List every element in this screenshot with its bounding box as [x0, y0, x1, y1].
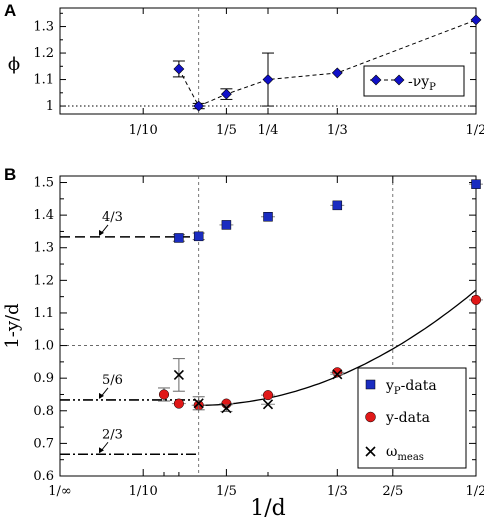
data-point-diamond: [262, 74, 274, 85]
y-tick-label: 0.6: [33, 469, 54, 484]
data-point-square: [221, 220, 232, 230]
y-tick-label: 1.2: [33, 273, 54, 288]
limit-label: 5/6: [102, 373, 123, 388]
legend-entry-omega-sub: meas: [397, 452, 424, 463]
panel-b-ylabel: 1-y/d: [2, 303, 23, 348]
panel-a-letter: A: [4, 1, 16, 20]
limit-arrowhead: [99, 392, 104, 399]
legend-entry-yp-main: y: [385, 378, 394, 394]
x-tick-label: 1/10: [129, 123, 158, 138]
data-point-circle: [470, 294, 482, 305]
limit-arrowhead: [99, 447, 104, 454]
panel-b-annotations: 4/3 5/6 2/3: [60, 210, 199, 456]
y-tick-label: 1.1: [33, 306, 54, 321]
legend-label: -νyP: [408, 74, 436, 93]
data-point-circle: [158, 389, 170, 400]
limit-arrowhead: [99, 229, 104, 236]
legend-label-main: -νy: [408, 74, 429, 90]
y-tick-label: 0.9: [33, 371, 54, 386]
x-tick-label: 1/3: [327, 484, 348, 499]
panel-b-reference-lines: [60, 176, 476, 476]
x-tick-label: 1/3: [327, 123, 348, 138]
legend-entry-omega-main: ω: [386, 444, 397, 460]
y-tick-label: 1.2: [33, 46, 54, 61]
data-point-circle: [262, 390, 274, 401]
data-point-cross: [262, 399, 274, 410]
legend-entry-omega: ωmeas: [386, 444, 424, 463]
legend-box: [357, 367, 467, 469]
y-tick-label: 0.7: [33, 436, 54, 451]
data-point-diamond: [220, 88, 232, 100]
panel-b-letter: B: [4, 165, 16, 184]
panel-b-ticks: 1/∞ 1/10 1/5 1/3 2/5 1/2 0.6 0.7 0.8 0.9 1.0 1.1 1.2…: [33, 176, 484, 499]
panel-b-series: [158, 179, 483, 414]
data-point-square: [193, 231, 204, 242]
data-point-diamond: [331, 67, 343, 79]
panel-b: B 4/3 5/6 2/3 1/∞ 1/10 1/5 1/3 2/5 1/2 0.6 0.7 0.8…: [2, 165, 484, 521]
series-line: [178, 19, 477, 107]
y-tick-label: 1.4: [33, 208, 54, 223]
data-point-circle: [173, 398, 184, 409]
limit-label: 4/3: [102, 210, 123, 225]
limit-label: 2/3: [102, 427, 123, 442]
x-tick-label: 2/5: [382, 484, 403, 499]
data-point-cross: [221, 403, 232, 414]
x-tick-label: 1/4: [258, 123, 279, 138]
y-tick-label: 1.3: [33, 241, 54, 256]
data-point-diamond: [173, 63, 185, 75]
data-point-diamond: [470, 14, 482, 26]
legend-marker-square: [365, 379, 376, 390]
legend-entry-yp: yP-data: [385, 378, 437, 397]
data-point-circle: [332, 367, 343, 378]
y-tick-label: 1: [46, 99, 54, 114]
panel-a-ylabel: ϕ: [8, 54, 20, 75]
panel-b-xlabel: 1/d: [250, 496, 286, 521]
x-tick-label: 1/5: [216, 123, 237, 138]
legend-marker-circle: [365, 411, 376, 423]
panel-b-legend: yP-data y-data ωmeas: [357, 367, 467, 469]
y-tick-label: 1.1: [33, 73, 54, 88]
data-point-cross: [193, 398, 204, 409]
data-point-diamond: [193, 100, 205, 112]
x-tick-label: 1/2: [466, 123, 484, 138]
x-tick-label: 1/5: [216, 484, 237, 499]
panel-a-legend: -νyP: [363, 65, 465, 97]
panel-a-ticks: 1/10 1/5 1/4 1/3 1/2 1 1.1 1.2 1.3: [33, 8, 484, 138]
y-tick-label: 1.5: [33, 176, 54, 191]
legend-entry-yp-suffix: -data: [401, 378, 437, 394]
legend-label-sub: P: [429, 82, 436, 93]
y-tick-label: 0.8: [33, 404, 54, 419]
panel-a: A 1/10 1/5 1/4 1/3 1/2 1 1.1 1.2 1.3 ϕ -νyP: [4, 1, 484, 138]
data-point-cross: [173, 369, 184, 380]
legend-marker-diamond: [393, 74, 405, 86]
y-tick-label: 1.3: [33, 20, 54, 35]
x-tick-label: 1/10: [129, 484, 158, 499]
legend-marker-diamond: [370, 74, 382, 86]
data-point-square: [174, 233, 184, 243]
data-point-cross: [332, 369, 343, 380]
x-tick-label: 1/∞: [48, 484, 71, 499]
legend-entry-yp-sub: P: [394, 386, 401, 397]
y-tick-label: 1.0: [33, 339, 54, 354]
legend-entry-y: y-data: [385, 410, 430, 426]
legend-marker-cross: [365, 446, 376, 457]
x-tick-label: 1/2: [466, 484, 484, 499]
data-point-square: [471, 179, 481, 189]
data-point-square: [263, 212, 273, 222]
panel-a-series: [172, 14, 482, 112]
data-point-square: [332, 200, 343, 211]
legend-box: [363, 65, 465, 97]
